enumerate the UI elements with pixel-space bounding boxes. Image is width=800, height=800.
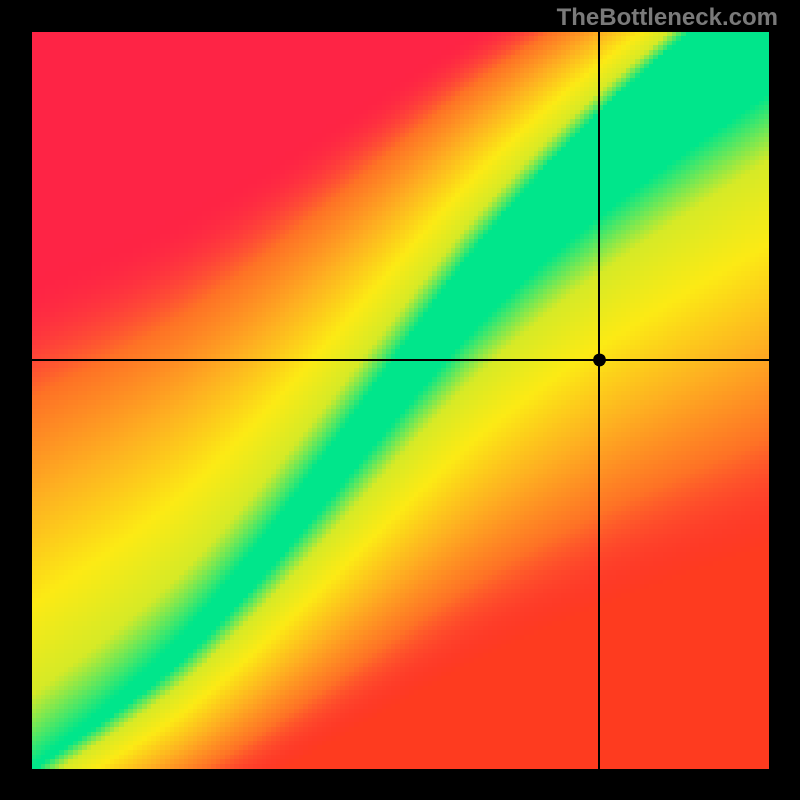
heatmap-canvas [32,32,769,769]
figure-container: TheBottleneck.com [0,0,800,800]
watermark-text: TheBottleneck.com [557,4,778,32]
heatmap-plot-area [32,32,769,769]
